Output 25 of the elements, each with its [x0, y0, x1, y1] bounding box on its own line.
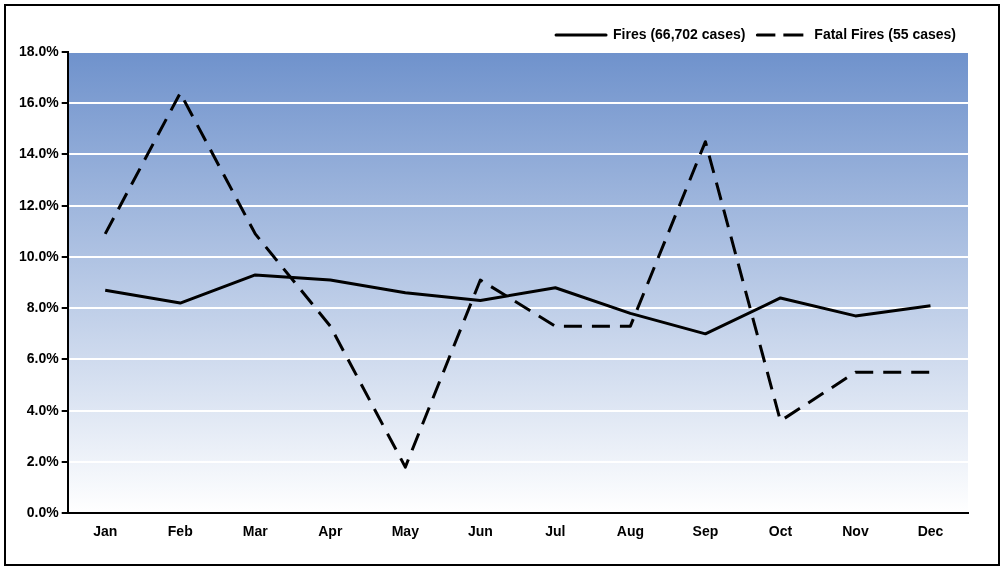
y-tick-label: 0.0% [26, 504, 60, 521]
x-tick-label: Jun [467, 523, 493, 540]
x-tick-label: Nov [842, 523, 869, 540]
x-tick-label: Aug [616, 523, 644, 540]
y-tick-label: 8.0% [26, 299, 60, 316]
x-tick-label: Jan [93, 523, 118, 540]
y-tick-label: 10.0% [18, 247, 60, 264]
legend-label: Fires (66,702 cases) [613, 25, 746, 42]
legend-label: Fatal Fires (55 cases) [814, 25, 957, 42]
x-tick-label: Apr [318, 523, 343, 540]
y-tick-label: 18.0% [18, 42, 60, 59]
y-tick-label: 4.0% [26, 401, 60, 418]
x-tick-label: Dec [917, 523, 944, 540]
y-tick-label: 14.0% [18, 145, 60, 162]
x-tick-label: Mar [242, 523, 269, 540]
x-tick-label: Jul [545, 523, 566, 540]
line-series [103, 91, 932, 469]
x-tick-label: Sep [692, 523, 719, 540]
x-tick-label: Feb [167, 523, 193, 540]
y-tick-label: 12.0% [18, 196, 60, 213]
y-tick-label: 16.0% [18, 94, 60, 111]
y-tick-label: 2.0% [26, 452, 60, 469]
x-tick-label: Oct [768, 523, 793, 540]
x-tick-label: May [391, 523, 420, 540]
y-tick-label: 6.0% [26, 350, 60, 367]
